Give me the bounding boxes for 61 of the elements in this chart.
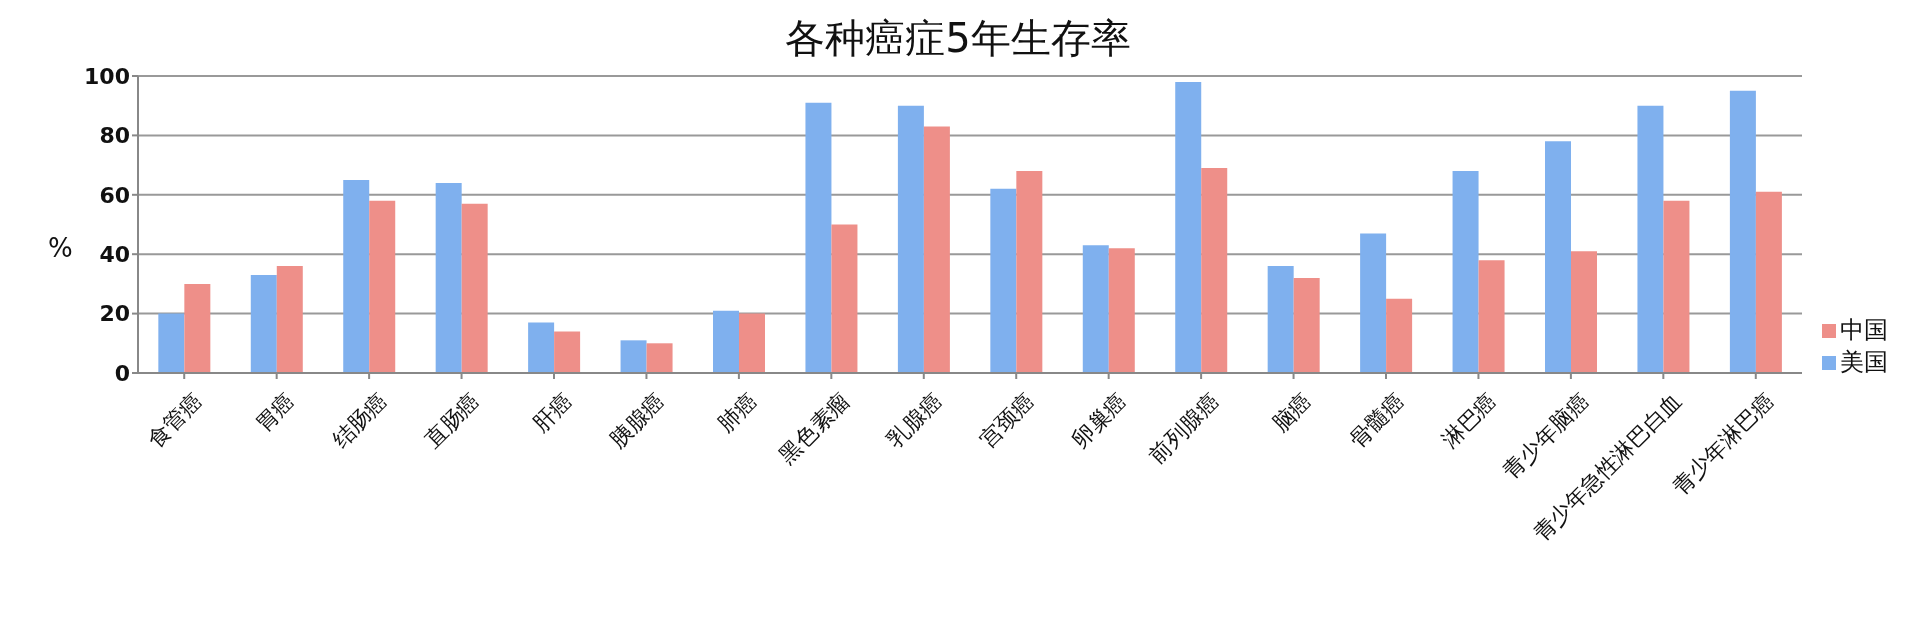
- x-tick-label: 胃癌: [250, 388, 300, 437]
- y-tick-label: 100: [84, 63, 130, 89]
- bar: [435, 182, 462, 373]
- x-tick-label: 卵巢癌: [1067, 388, 1132, 453]
- x-tick-label: 胰腺癌: [604, 388, 670, 453]
- x-tick-label: 肝癌: [528, 388, 577, 437]
- bar: [1571, 251, 1597, 373]
- y-axis-title: %: [48, 233, 73, 263]
- bar: [1545, 141, 1571, 373]
- bar: [1360, 233, 1387, 373]
- bar: [184, 283, 211, 373]
- bar: [990, 188, 1017, 373]
- y-tick-label: 0: [114, 360, 130, 386]
- bar: [1386, 298, 1413, 373]
- bar: [831, 224, 858, 373]
- bar: [250, 274, 277, 373]
- x-tick-label: 骨髓癌: [1344, 388, 1409, 453]
- x-tick-label: 脑癌: [1267, 388, 1317, 437]
- y-tick-label: 60: [99, 182, 130, 208]
- x-tick-label: 乳腺癌: [882, 388, 947, 453]
- x-tick-label: 直肠癌: [420, 388, 485, 453]
- bar: [1755, 191, 1782, 373]
- bar: [1729, 90, 1756, 373]
- bar: [276, 266, 303, 373]
- bar: [805, 102, 832, 373]
- bar: [461, 203, 488, 373]
- bar: [343, 179, 370, 373]
- bar: [1663, 200, 1690, 373]
- x-tick-label: 黑色素瘤: [774, 388, 855, 469]
- bar: [1267, 266, 1294, 373]
- bar: [1108, 248, 1135, 373]
- bar: [1201, 168, 1228, 373]
- bar: [554, 331, 581, 373]
- x-tick-label: 前列腺癌: [1144, 388, 1224, 469]
- bar: [1175, 81, 1202, 373]
- bar: [158, 313, 185, 373]
- bar: [897, 105, 924, 373]
- x-tick-label: 淋巴癌: [1436, 388, 1502, 453]
- bar: [369, 200, 396, 373]
- bar: [1293, 277, 1320, 373]
- x-tick-label: 肺癌: [712, 388, 762, 437]
- bar: [1452, 171, 1479, 373]
- legend-label: 美国: [1840, 347, 1888, 376]
- y-tick-label: 20: [99, 301, 130, 327]
- bar: [713, 310, 739, 373]
- bar: [528, 322, 555, 373]
- legend-label: 中国: [1840, 315, 1888, 344]
- bar: [1016, 171, 1043, 373]
- x-tick-label: 食管癌: [142, 388, 208, 453]
- bar: [1478, 260, 1505, 373]
- y-tick-label: 40: [99, 242, 130, 268]
- chart-title: 各种癌症5年生存率: [785, 15, 1131, 61]
- bar: [923, 126, 950, 373]
- x-tick-label: 结肠癌: [327, 388, 392, 453]
- bar: [1637, 105, 1664, 373]
- bar: [620, 340, 647, 373]
- y-tick-label: 80: [99, 123, 130, 149]
- bar: [739, 313, 765, 373]
- bar: [1082, 245, 1109, 373]
- bar: [646, 343, 673, 373]
- x-tick-label: 宫颈癌: [974, 388, 1040, 453]
